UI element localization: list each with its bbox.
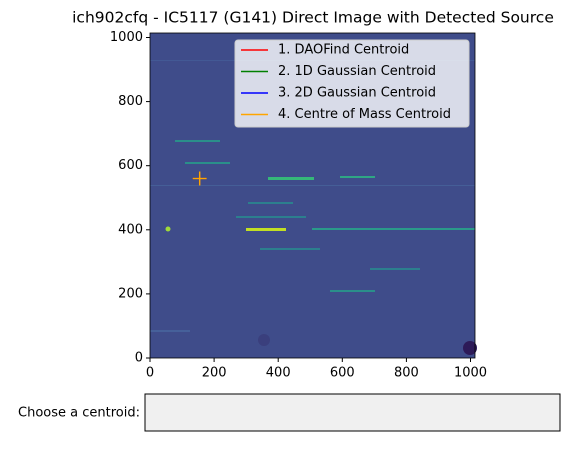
text-box[interactable] (144, 393, 561, 432)
streak (370, 268, 420, 270)
streak (185, 162, 230, 164)
chart-title: ich902cfq - IC5117 (G141) Direct Image w… (72, 9, 554, 27)
y-tick-label: 200 (118, 286, 143, 301)
streak (330, 290, 375, 292)
streak (340, 176, 375, 178)
streak (175, 140, 220, 142)
y-tick-label: 800 (118, 94, 143, 109)
x-tick-label: 1000 (454, 366, 487, 381)
x-tick-label: 600 (330, 366, 355, 381)
legend-label: 1. DAOFind Centroid (278, 43, 409, 58)
textbox-label: Choose a centroid: (18, 406, 140, 421)
legend-label: 4. Centre of Mass Centroid (278, 107, 451, 122)
axes-frame (149, 32, 476, 359)
plot: 0 200 400 600 800 1000 0 200 400 600 800 1000 1. DAO… (110, 30, 487, 381)
streak (248, 202, 293, 204)
y-tick-label: 0 (135, 351, 143, 366)
y-tick-label: 1000 (110, 30, 143, 45)
legend-box (234, 39, 470, 128)
streak (236, 216, 306, 218)
spot (165, 226, 171, 232)
streak (246, 228, 286, 231)
x-tick-label: 0 (146, 366, 154, 381)
streak (312, 228, 475, 230)
x-tick-label: 800 (394, 366, 419, 381)
streak (268, 177, 314, 180)
x-tick-label: 400 (266, 366, 291, 381)
streak (260, 248, 320, 250)
spot (258, 334, 270, 346)
y-tick-label: 400 (118, 222, 143, 237)
streak (150, 185, 475, 186)
legend-label: 3. 2D Gaussian Centroid (278, 86, 436, 101)
x-tick-label: 200 (202, 366, 227, 381)
streak (150, 330, 190, 332)
legend-label: 2. 1D Gaussian Centroid (278, 64, 436, 79)
spot (463, 341, 477, 355)
y-tick-label: 600 (118, 158, 143, 173)
